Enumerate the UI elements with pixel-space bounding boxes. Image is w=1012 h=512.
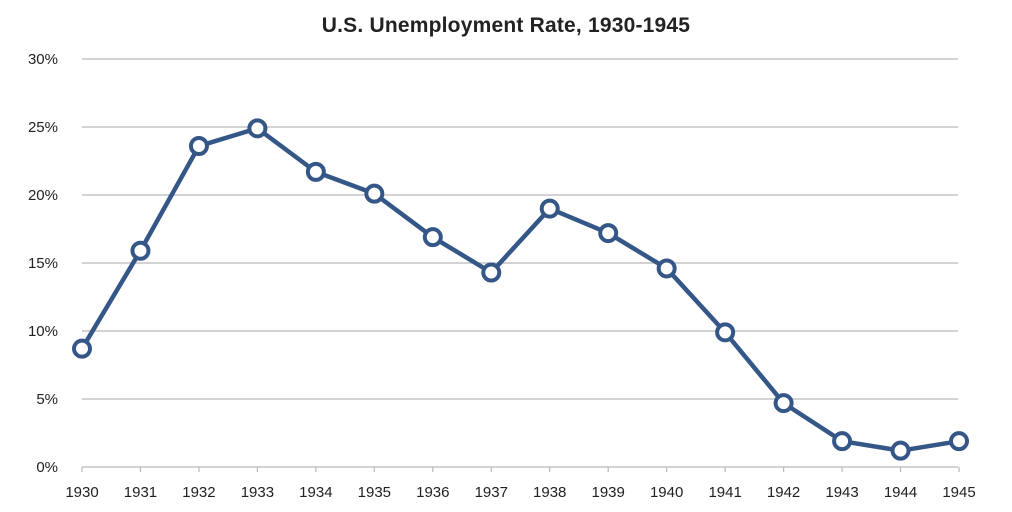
x-tick-label: 1944	[884, 484, 917, 501]
gridlines	[82, 58, 958, 468]
data-point-1944	[890, 440, 911, 461]
data-point-1937	[481, 262, 502, 283]
data-point-1938	[539, 198, 560, 219]
x-tick-label: 1930	[65, 484, 98, 501]
y-tick-label: 25%	[28, 119, 58, 136]
y-tick-label: 30%	[28, 51, 58, 68]
data-point-1930	[72, 338, 92, 359]
x-tick-label: 1938	[533, 484, 566, 501]
x-tick-label: 1945	[942, 484, 975, 501]
data-point-1936	[422, 227, 443, 248]
data-point-1934	[305, 161, 326, 182]
x-tick-label: 1935	[358, 484, 391, 501]
y-tick-label: 0%	[36, 459, 58, 476]
data-point-1945	[949, 431, 969, 452]
x-tick-label: 1940	[650, 484, 683, 501]
data-point-1941	[715, 322, 736, 343]
data-point-1933	[247, 118, 268, 139]
x-tick-label: 1942	[767, 484, 800, 501]
x-tick-label: 1936	[416, 484, 449, 501]
y-axis-tick-labels: 0% 5% 10% 15% 20% 25% 30%	[28, 51, 58, 476]
data-point-1940	[656, 258, 677, 279]
data-point-1942	[773, 393, 794, 414]
y-tick-label: 5%	[36, 391, 58, 408]
data-point-1939	[598, 223, 619, 244]
data-point-1931	[130, 240, 151, 261]
x-tick-label: 1941	[708, 484, 741, 501]
data-point-1932	[188, 136, 209, 157]
x-axis-tick-labels: 1930 1931 1932 1933 1934 1935 1936 1937 1938 1939…	[65, 467, 976, 501]
y-tick-label: 20%	[28, 187, 58, 204]
x-tick-label: 1931	[124, 484, 157, 501]
series	[72, 118, 969, 461]
x-tick-label: 1943	[825, 484, 858, 501]
x-tick-label: 1933	[241, 484, 274, 501]
series-line	[79, 126, 962, 453]
x-tick-label: 1939	[592, 484, 625, 501]
x-tick-label: 1934	[299, 484, 332, 501]
y-tick-label: 10%	[28, 323, 58, 340]
x-tick-label: 1937	[475, 484, 508, 501]
y-tick-label: 15%	[28, 255, 58, 272]
data-point-1943	[832, 431, 853, 452]
data-point-1935	[364, 183, 385, 204]
chart-title: U.S. Unemployment Rate, 1930-1945	[321, 14, 691, 37]
x-tick-label: 1932	[182, 484, 215, 501]
